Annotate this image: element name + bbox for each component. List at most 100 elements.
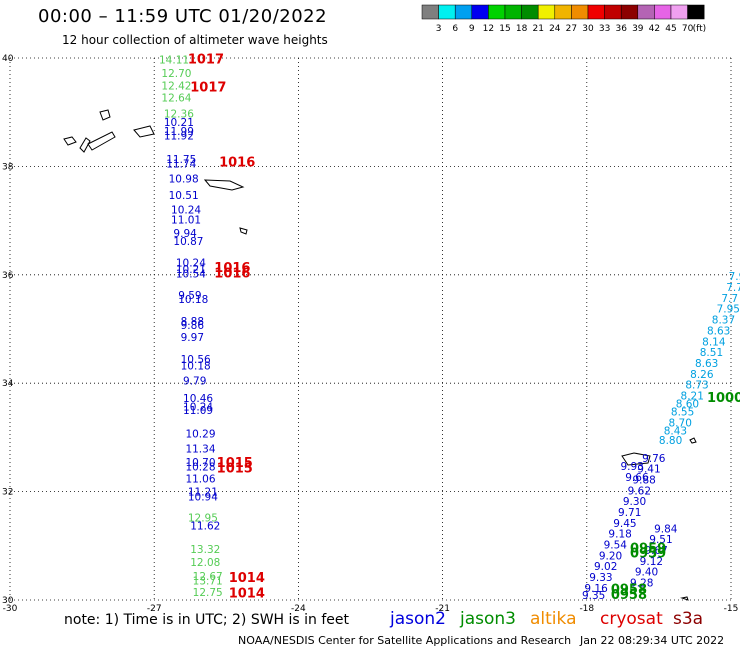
mission-legend-cryosat: cryosat xyxy=(600,609,663,629)
wave-height-label: 11.99 xyxy=(164,126,194,138)
y-tick-label: 40 xyxy=(2,54,14,64)
island-outline xyxy=(87,131,116,151)
wave-height-label: 9.30 xyxy=(623,496,646,508)
colorbar-tick-label: 3 xyxy=(436,24,442,34)
wave-height-label: 14.11 xyxy=(159,54,189,66)
wave-height-label: 10.98 xyxy=(169,174,199,186)
island-outline xyxy=(133,125,155,138)
colorbar-tick-label: 70 xyxy=(682,24,694,34)
wave-height-label: 9.28 xyxy=(630,577,653,589)
wave-height-label: 9.54 xyxy=(604,540,628,552)
wave-height-label: 9.33 xyxy=(589,572,612,584)
wave-height-label: 8.37 xyxy=(712,315,735,327)
buoy-pressure-label: 0958 xyxy=(611,582,647,597)
wave-height-label: 11.62 xyxy=(190,521,220,533)
wave-height-label: 7.7 xyxy=(721,293,738,305)
wave-height-label: 10.24 xyxy=(171,205,201,217)
wave-height-label: 11.34 xyxy=(185,444,215,456)
wave-height-label: 10.21 xyxy=(164,117,194,129)
colorbar-tick-label: 18 xyxy=(516,24,528,34)
buoy-pressure-label: 1000 xyxy=(707,391,740,406)
wave-height-label: 9.79 xyxy=(183,375,206,387)
y-tick-label: 30 xyxy=(2,596,14,606)
pressure-label: 1016 xyxy=(219,155,255,170)
wave-height-label: 7.95 xyxy=(717,304,740,316)
mission-legend-jason3: jason3 xyxy=(460,609,516,629)
x-tick-label: -15 xyxy=(724,604,739,614)
wave-height-label: 8.63 xyxy=(707,325,730,337)
wave-height-label: 8.63 xyxy=(695,358,718,370)
wave-height-label: 8.88 xyxy=(181,316,204,328)
y-tick-label: 36 xyxy=(2,271,14,281)
wave-height-label: 10.24 xyxy=(176,258,206,270)
island-outline xyxy=(63,136,77,146)
wave-height-label: 8.14 xyxy=(702,336,726,348)
wave-height-label: 9.66 xyxy=(625,472,649,484)
wave-height-label: 10.18 xyxy=(181,361,211,373)
pressure-label: 1016 xyxy=(214,267,250,282)
island-outline xyxy=(680,596,689,601)
mission-legend-jason2: jason2 xyxy=(390,609,446,629)
wave-height-label: 10.70 xyxy=(185,457,215,469)
wave-height-label: 7.7 xyxy=(726,282,740,294)
island-outline xyxy=(239,227,248,235)
chart-title: 00:00 – 11:59 UTC 01/20/2022 xyxy=(38,6,328,27)
wave-height-label: 8.80 xyxy=(659,435,682,447)
colorbar-tick-label: 24 xyxy=(549,24,561,34)
colorbar-tick-label: 15 xyxy=(499,24,510,34)
wave-height-label: 12.36 xyxy=(164,109,194,121)
wave-height-label: 12.42 xyxy=(161,80,191,92)
wave-height-label: 9.51 xyxy=(649,534,672,546)
island-outline xyxy=(79,137,91,153)
buoy-pressure-label: 0958 xyxy=(611,588,647,603)
chart-subtitle: 12 hour collection of altimeter wave hei… xyxy=(62,33,328,47)
wave-height-label: 8.51 xyxy=(700,347,723,359)
colorbar-tick-label: 42 xyxy=(649,24,660,34)
wave-height-label: 12.08 xyxy=(190,557,220,569)
wave-height-label: 12.70 xyxy=(161,68,191,80)
colorbar-tick-label: 39 xyxy=(632,24,644,34)
colorbar-tick-label: 21 xyxy=(532,24,543,34)
wave-height-label: 9.59 xyxy=(178,290,201,302)
pressure-label: 1017 xyxy=(188,52,224,67)
wave-height-label: 12.95 xyxy=(188,512,218,524)
wave-height-label: 9.97 xyxy=(181,332,204,344)
wave-height-label: 8.43 xyxy=(664,426,687,438)
wave-height-label: 9.45 xyxy=(613,518,636,530)
island-outline xyxy=(689,437,697,444)
x-tick-label: -30 xyxy=(3,604,18,614)
wave-height-label: 12.75 xyxy=(193,587,223,599)
wave-height-label: 9.12 xyxy=(640,556,663,568)
buoy-pressure-label: 0959 xyxy=(630,547,666,562)
wave-height-label: 11.74 xyxy=(166,158,196,170)
colorbar: 3 6 9 12 15 18 21 24 27 30 33 36 39 42 45 70 (ft) xyxy=(421,4,706,34)
wave-height-label: 10.87 xyxy=(173,236,203,248)
wave-height-label: 7.9 xyxy=(729,271,740,283)
pressure-label: 1015 xyxy=(217,456,253,471)
x-tick-label: -24 xyxy=(291,604,306,614)
timestamp-text: Jan 22 08:29:34 UTC 2022 xyxy=(580,634,725,647)
wave-height-label: 9.71 xyxy=(618,507,641,519)
wave-height-label: 13.32 xyxy=(190,544,220,556)
wave-height-label: 9.41 xyxy=(637,464,660,476)
wave-height-label: 8.21 xyxy=(681,390,704,402)
wave-height-label: 8.55 xyxy=(671,407,694,419)
x-tick-label: -21 xyxy=(435,604,450,614)
island-outline xyxy=(99,109,111,121)
pressure-label: 1017 xyxy=(190,81,226,96)
wave-height-label: 8.60 xyxy=(676,399,699,411)
mission-legend-s3a: s3a xyxy=(673,609,704,629)
colorbar-tick-label: 30 xyxy=(582,24,594,34)
y-tick-label: 34 xyxy=(2,379,14,389)
wave-height-label: 9.40 xyxy=(635,567,658,579)
island-outline xyxy=(203,179,245,191)
wave-height-label: 10.94 xyxy=(188,491,218,503)
wave-height-label: 10.24 xyxy=(183,401,213,413)
colorbar-tick-label: 12 xyxy=(483,24,494,34)
wave-height-label: 9.18 xyxy=(608,529,631,541)
y-tick-label: 38 xyxy=(2,162,14,172)
wave-height-label: 11.06 xyxy=(185,473,215,485)
wave-height-label: 10.46 xyxy=(183,393,213,405)
